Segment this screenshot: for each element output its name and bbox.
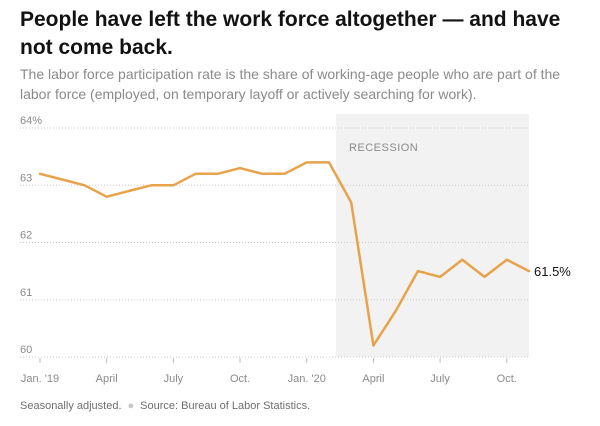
x-tick-label: Jan. '20: [288, 373, 326, 385]
footnote: Seasonally adjusted.: [20, 400, 122, 412]
x-tick-label: July: [430, 373, 450, 385]
recession-label: RECESSION: [349, 142, 418, 154]
y-tick-label: 60: [20, 344, 32, 356]
separator-dot-icon: ●: [127, 400, 135, 412]
footer: Seasonally adjusted. ● Source: Bureau of L…: [20, 400, 310, 412]
y-tick-label: 62: [20, 230, 32, 242]
participation-rate-line: [38, 161, 531, 347]
y-tick-label: 64%: [20, 115, 42, 127]
x-tick-label: Oct.: [230, 373, 250, 385]
x-tick-label: July: [164, 373, 184, 385]
headline: People have left the work force altogeth…: [20, 8, 561, 59]
x-tick-label: Jan. '19: [21, 373, 59, 385]
x-tick-label: April: [96, 373, 118, 385]
subhead: The labor force participation rate is th…: [20, 66, 561, 102]
y-tick-label: 63: [20, 172, 32, 184]
x-tick-label: April: [362, 373, 384, 385]
y-tick-label: 61: [20, 287, 32, 299]
source-note: Source: Bureau of Labor Statistics.: [140, 400, 311, 412]
x-tick-label: Oct.: [497, 373, 517, 385]
end-value-label: 61.5%: [534, 264, 571, 279]
